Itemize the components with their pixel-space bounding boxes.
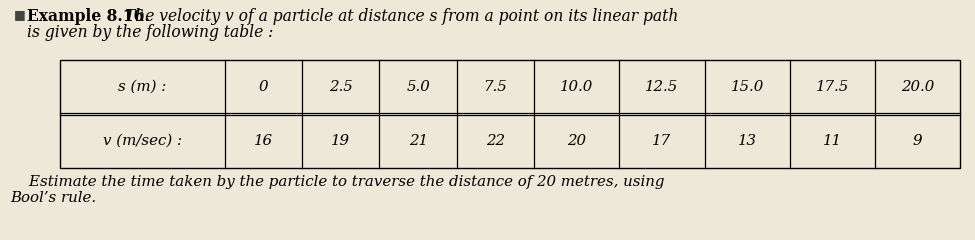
Text: s (m) :: s (m) :: [118, 80, 167, 94]
Text: 0: 0: [258, 80, 268, 94]
Text: 13: 13: [738, 134, 757, 148]
Text: 20: 20: [567, 134, 586, 148]
Text: 20.0: 20.0: [901, 80, 934, 94]
Text: Bool’s rule.: Bool’s rule.: [10, 191, 97, 205]
Text: 2.5: 2.5: [329, 80, 353, 94]
Text: Example 8.16.: Example 8.16.: [27, 8, 150, 25]
Text: 19: 19: [332, 134, 350, 148]
Text: 17: 17: [652, 134, 672, 148]
Text: ■: ■: [14, 8, 25, 21]
Text: v (m/sec) :: v (m/sec) :: [102, 134, 181, 148]
Text: Estimate the time taken by the particle to traverse the distance of 20 metres, u: Estimate the time taken by the particle …: [10, 175, 665, 189]
Text: The velocity v of a particle at distance s from a point on its linear path: The velocity v of a particle at distance…: [120, 8, 679, 25]
Text: is given by the following table :: is given by the following table :: [27, 24, 273, 41]
Text: 9: 9: [913, 134, 922, 148]
Text: 7.5: 7.5: [484, 80, 507, 94]
Text: 21: 21: [409, 134, 428, 148]
Text: 5.0: 5.0: [407, 80, 430, 94]
Text: 15.0: 15.0: [730, 80, 763, 94]
Text: 16: 16: [254, 134, 273, 148]
Bar: [60, 60, 960, 168]
Text: 22: 22: [486, 134, 505, 148]
Text: 12.5: 12.5: [645, 80, 679, 94]
Text: 17.5: 17.5: [816, 80, 849, 94]
Text: 11: 11: [823, 134, 841, 148]
Text: 10.0: 10.0: [561, 80, 594, 94]
